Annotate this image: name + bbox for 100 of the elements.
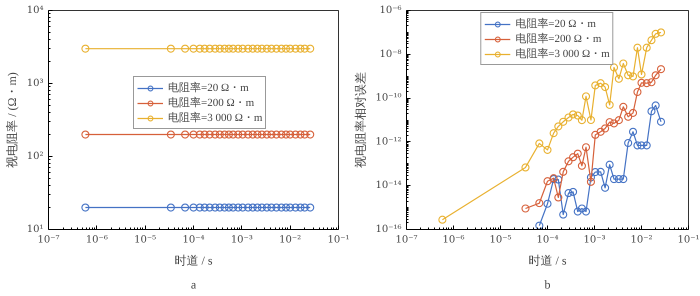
- point: [296, 130, 304, 139]
- point: [591, 81, 600, 90]
- point: [564, 189, 573, 198]
- point: [637, 78, 646, 87]
- point: [624, 138, 632, 148]
- legend-label: 电阻率=3 000 Ω・m: [515, 46, 610, 61]
- point: [277, 130, 286, 139]
- point: [238, 130, 247, 139]
- point: [220, 203, 229, 212]
- point: [306, 203, 314, 212]
- point: [244, 203, 252, 212]
- point: [574, 208, 582, 216]
- point: [559, 168, 568, 176]
- point: [200, 130, 209, 139]
- point: [220, 44, 229, 53]
- x-tick-label: 10⁻³: [230, 234, 253, 246]
- point: [554, 193, 562, 202]
- point: [291, 203, 300, 212]
- point: [591, 168, 600, 176]
- point: [559, 118, 568, 126]
- point: [224, 44, 233, 53]
- x-tick-label: 10⁻⁴: [536, 234, 559, 246]
- point: [238, 44, 247, 53]
- point: [591, 130, 600, 139]
- point: [196, 44, 204, 53]
- x-axis-title: 时道 / s: [528, 254, 567, 268]
- point: [306, 44, 314, 53]
- point: [596, 79, 605, 88]
- legend-label: 电阻率=20 Ω・m: [515, 16, 596, 31]
- point: [578, 204, 586, 213]
- point: [554, 122, 562, 130]
- point: [637, 70, 646, 79]
- point: [229, 130, 238, 139]
- point: [196, 203, 204, 212]
- point: [596, 128, 605, 136]
- point: [619, 102, 628, 111]
- point: [569, 188, 578, 196]
- point: [206, 203, 214, 212]
- x-tick-label: 10⁻⁶: [86, 234, 108, 246]
- point: [224, 130, 233, 139]
- point: [633, 88, 642, 96]
- point: [286, 130, 294, 139]
- point: [234, 44, 242, 53]
- point: [624, 71, 632, 80]
- point: [248, 44, 257, 53]
- point: [277, 203, 286, 212]
- point: [277, 44, 286, 53]
- point: [206, 44, 214, 53]
- point: [610, 119, 618, 128]
- x-tick-label: 10⁻¹: [677, 234, 700, 246]
- point: [211, 44, 220, 53]
- point: [578, 162, 586, 170]
- point: [258, 203, 266, 212]
- y-tick-label: 10⁻¹⁰: [375, 92, 402, 104]
- point: [564, 157, 573, 166]
- point: [614, 175, 623, 184]
- point: [267, 130, 276, 139]
- y-tick-label: 10⁻¹²: [375, 136, 402, 148]
- point: [296, 44, 304, 53]
- point: [282, 203, 290, 212]
- legend-label: 电阻率=200 Ω・m: [168, 96, 254, 110]
- point: [628, 72, 638, 80]
- point: [244, 44, 252, 53]
- point: [624, 112, 632, 121]
- point: [262, 203, 271, 212]
- point: [234, 203, 242, 212]
- point: [610, 63, 618, 72]
- point: [582, 92, 590, 100]
- point: [272, 130, 280, 139]
- point: [559, 210, 568, 219]
- point: [647, 78, 656, 86]
- legend-label: 电阻率=3 000 Ω・m: [168, 110, 262, 125]
- point: [229, 203, 238, 212]
- point: [306, 130, 314, 139]
- y-tick-label: 10²: [26, 151, 44, 162]
- point: [550, 129, 558, 138]
- point: [637, 141, 646, 150]
- y-tick-label: 10¹: [26, 224, 44, 235]
- point: [619, 59, 628, 68]
- point: [647, 36, 656, 44]
- point: [258, 44, 266, 53]
- point: [642, 44, 651, 52]
- x-tick-label: 10⁻²: [279, 234, 302, 246]
- point: [253, 203, 262, 212]
- point: [642, 141, 651, 150]
- point: [272, 203, 280, 212]
- point: [614, 74, 623, 83]
- point: [253, 44, 262, 53]
- point: [248, 203, 257, 212]
- point: [586, 178, 595, 186]
- x-tick-label: 10⁻⁷: [37, 234, 60, 246]
- point: [601, 124, 610, 133]
- point: [238, 203, 247, 212]
- y-tick-label: 10⁴: [26, 5, 44, 16]
- point: [586, 116, 595, 124]
- point: [601, 82, 610, 92]
- point: [614, 116, 623, 124]
- point: [628, 128, 638, 136]
- point: [564, 113, 573, 122]
- point: [291, 130, 300, 139]
